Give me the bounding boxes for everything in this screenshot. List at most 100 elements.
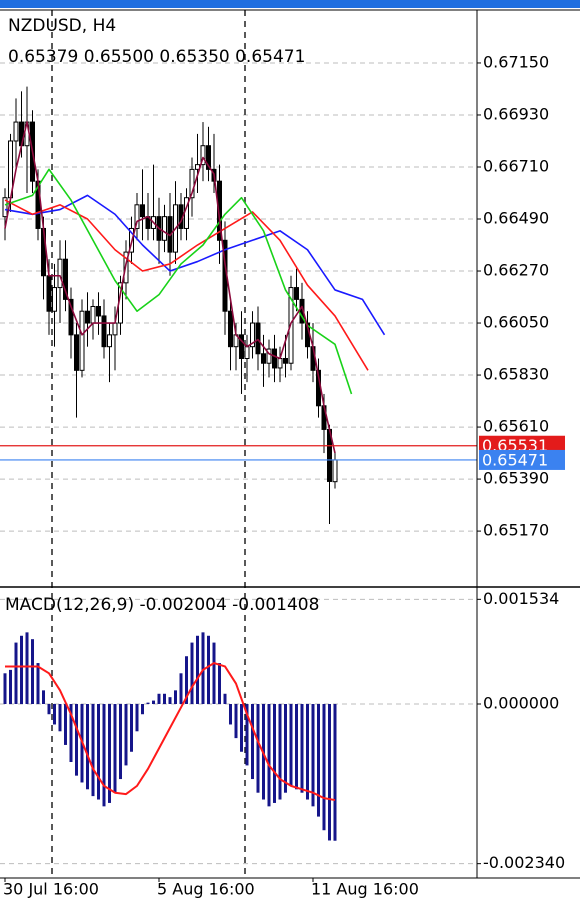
macd-bar xyxy=(201,632,205,704)
candle-body xyxy=(249,322,255,348)
macd-bar xyxy=(135,704,139,732)
candle-body xyxy=(2,197,8,218)
status-bar xyxy=(0,0,580,8)
macd-bar xyxy=(179,673,183,704)
macd-bar xyxy=(124,704,128,766)
macd-bar xyxy=(217,663,221,704)
macd-bar xyxy=(47,704,51,715)
macd-bar xyxy=(108,704,112,803)
moving-average-line xyxy=(4,168,353,395)
macd-bar xyxy=(58,704,62,732)
y-tick-label: 0.65390 xyxy=(483,469,549,488)
macd-bar xyxy=(289,704,293,786)
candle-body xyxy=(101,315,107,348)
plot-area xyxy=(0,86,477,841)
macd-bar xyxy=(25,632,29,704)
macd-bar xyxy=(157,693,161,704)
candle-body xyxy=(205,145,211,170)
macd-bar xyxy=(256,704,260,793)
candle-body xyxy=(134,204,140,229)
macd-bar xyxy=(14,642,18,704)
macd-bar xyxy=(130,704,134,752)
signal-line xyxy=(5,662,336,802)
macd-bar xyxy=(250,704,254,780)
candle-body xyxy=(244,346,250,359)
macd-bar xyxy=(239,704,243,752)
macd-bar xyxy=(113,704,117,793)
macd-bar xyxy=(69,704,73,762)
candle-body xyxy=(140,204,146,218)
candle-body xyxy=(255,322,261,355)
macd-bar xyxy=(119,704,123,780)
moving-average-line xyxy=(4,199,369,371)
ohlc-values: 0.65379 0.65500 0.65350 0.65471 xyxy=(8,47,305,67)
macd-bar xyxy=(184,656,188,704)
moving-average-line xyxy=(4,121,336,454)
grid xyxy=(0,62,477,865)
macd-bar xyxy=(75,704,79,776)
y-tick-label: 0.66270 xyxy=(483,261,549,280)
chart-title: NZDUSD, H4 xyxy=(8,16,116,36)
macd-bar xyxy=(152,700,156,704)
macd-bar xyxy=(64,704,68,745)
moving-average-line xyxy=(4,194,386,336)
y-tick-label: 0.66710 xyxy=(483,156,549,175)
candle-body xyxy=(57,258,63,289)
macd-bar xyxy=(283,704,287,793)
macd-bar xyxy=(86,704,90,790)
candle-body xyxy=(266,348,272,364)
candle-body xyxy=(277,357,283,369)
macd-bar xyxy=(311,704,315,807)
macd-bar xyxy=(272,704,276,803)
candle-body xyxy=(200,145,206,166)
macd-bar xyxy=(294,704,298,790)
y-tick-label: 0.66490 xyxy=(483,209,549,228)
candle-body xyxy=(282,357,288,364)
candle-body xyxy=(52,287,58,312)
candle-body xyxy=(227,310,233,348)
candle-body xyxy=(68,298,74,336)
candle-body xyxy=(112,322,118,336)
y-tick-label: 0.66930 xyxy=(483,104,549,123)
macd-bar xyxy=(316,704,320,817)
macd-bar xyxy=(228,704,232,725)
x-tick-label: 5 Aug 16:00 xyxy=(157,880,255,899)
x-tick-label: 11 Aug 16:00 xyxy=(311,880,419,899)
macd-bar xyxy=(206,635,210,704)
macd-bar xyxy=(9,669,13,704)
candle-body xyxy=(189,168,195,199)
macd-bar xyxy=(212,642,216,704)
candle-body xyxy=(271,348,277,369)
macd-bar xyxy=(162,693,166,704)
macd-bar xyxy=(53,704,57,725)
candle-body xyxy=(161,216,167,241)
macd-bar xyxy=(91,704,95,797)
macd-bar xyxy=(141,704,145,715)
macd-bar xyxy=(195,635,199,704)
candle-body xyxy=(260,353,266,364)
macd-bar xyxy=(267,704,271,807)
candle-body xyxy=(107,334,113,348)
y-tick-label: 0.66050 xyxy=(483,313,549,332)
macd-bar xyxy=(42,690,46,704)
macd-bar xyxy=(322,704,326,831)
candle-body xyxy=(96,305,102,317)
macd-bar xyxy=(36,663,40,704)
macd-bar xyxy=(333,704,337,841)
y-tick-label: 0.000000 xyxy=(483,694,559,713)
macd-bar xyxy=(300,704,304,793)
macd-bar xyxy=(3,673,7,704)
macd-bar xyxy=(305,704,309,800)
indicator-title: MACD(12,26,9) -0.002004 -0.001408 xyxy=(5,595,319,615)
macd-bar xyxy=(327,704,331,841)
candle-body xyxy=(13,121,19,142)
y-tick-label: 0.67150 xyxy=(483,52,549,71)
y-tick-label: 0.65610 xyxy=(483,417,549,436)
candle-body xyxy=(238,334,244,359)
macd-bar xyxy=(245,704,249,766)
macd-bar xyxy=(234,704,238,739)
candle-body xyxy=(79,310,85,371)
macd-bar xyxy=(20,635,24,704)
price-label-box xyxy=(479,449,565,470)
